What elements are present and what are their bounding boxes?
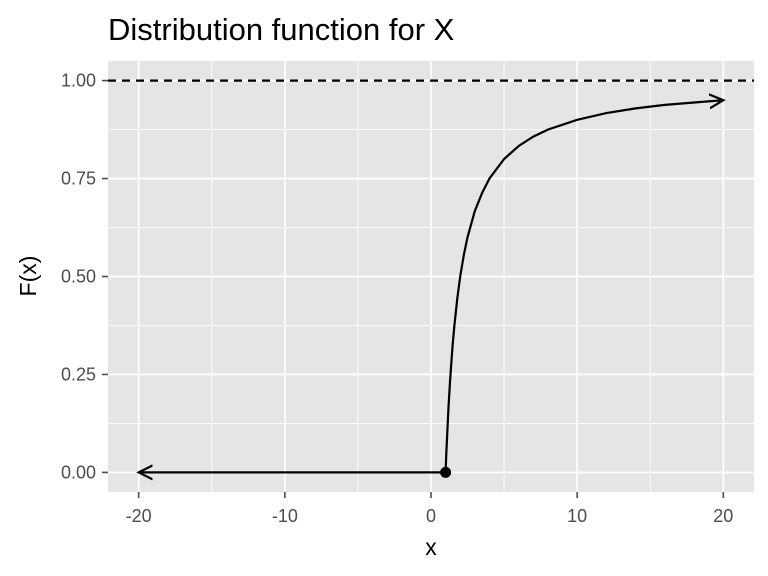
x-tick-label: 0: [426, 506, 436, 526]
data-point: [440, 466, 452, 478]
x-tick-label: 10: [567, 506, 587, 526]
series-layer: [108, 79, 754, 473]
x-tick-label: -10: [272, 506, 298, 526]
x-tick-label: -20: [126, 506, 152, 526]
x-axis-title: x: [425, 534, 437, 560]
y-axis: 0.00 0.25 0.50 0.75 1.00: [61, 71, 108, 482]
y-tick-label: 0.50: [61, 267, 96, 287]
y-tick-label: 0.00: [61, 462, 96, 482]
y-axis-title: F(x): [15, 256, 41, 297]
x-axis: -20 -10 0 10 20: [126, 492, 733, 526]
series-line-1: [444, 100, 724, 473]
y-tick-label: 0.25: [61, 364, 96, 384]
chart-title: Distribution function for X: [108, 12, 455, 47]
y-tick-label: 0.75: [61, 169, 96, 189]
y-tick-label: 1.00: [61, 71, 96, 91]
points-layer: [440, 466, 452, 478]
x-tick-label: 20: [713, 506, 733, 526]
